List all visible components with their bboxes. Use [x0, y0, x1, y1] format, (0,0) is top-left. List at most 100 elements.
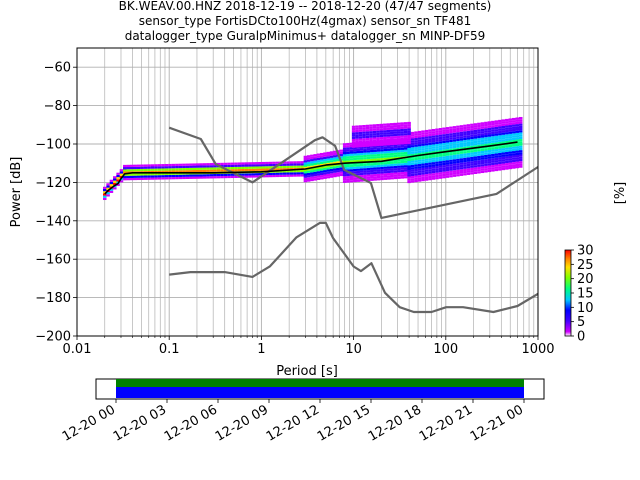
- density-cell: [339, 149, 344, 152]
- density-cell: [505, 138, 509, 141]
- density-cell: [103, 195, 107, 198]
- density-cell: [359, 146, 364, 149]
- density-cell: [376, 167, 381, 170]
- density-cell: [424, 136, 429, 139]
- density-cell: [459, 173, 464, 176]
- density-cell: [435, 148, 439, 151]
- density-cell: [365, 142, 370, 145]
- density-cell: [508, 164, 513, 167]
- density-cell: [435, 132, 439, 136]
- density-cell: [358, 131, 363, 135]
- density-cell: [346, 176, 350, 179]
- density-cell: [484, 157, 488, 160]
- density-cell: [487, 123, 492, 126]
- density-cell: [376, 137, 380, 140]
- density-cell: [498, 161, 502, 165]
- density-cell: [282, 163, 287, 166]
- density-cell: [396, 133, 401, 136]
- density-cell: [346, 158, 350, 161]
- density-cell: [356, 177, 360, 180]
- y-tick-label: −200: [35, 330, 71, 345]
- density-cell: [379, 137, 384, 140]
- density-cell: [512, 126, 516, 129]
- density-cell: [320, 166, 324, 169]
- density-cell: [372, 126, 377, 129]
- density-cell: [403, 154, 408, 157]
- density-cell: [424, 143, 429, 146]
- density-cell: [133, 166, 137, 170]
- density-cell: [428, 142, 432, 145]
- density-cell: [349, 160, 354, 163]
- density-cell: [466, 166, 471, 169]
- noise-model-lines: [104, 126, 538, 314]
- density-cell: [192, 165, 197, 168]
- density-cell: [515, 159, 520, 162]
- density-cell: [387, 170, 391, 174]
- density-cell: [185, 165, 190, 168]
- density-cell: [466, 135, 471, 138]
- density-cell: [449, 172, 453, 176]
- density-cell: [477, 149, 481, 152]
- density-cell: [168, 170, 172, 173]
- density-cell: [400, 128, 404, 132]
- density-cell: [438, 163, 443, 166]
- density-cell: [452, 148, 457, 151]
- density-cell: [466, 170, 471, 173]
- density-cell: [494, 166, 499, 169]
- density-cell: [362, 131, 366, 134]
- density-cell: [456, 132, 460, 135]
- density-cell: [470, 154, 474, 157]
- density-cell: [333, 163, 337, 167]
- density-cell: [515, 124, 520, 127]
- density-cell: [480, 162, 485, 165]
- density-cell: [147, 164, 151, 167]
- density-cell: [459, 127, 464, 130]
- density-cell: [445, 129, 450, 132]
- density-cell: [365, 140, 370, 143]
- density-cell: [442, 151, 446, 155]
- density-cell: [403, 141, 408, 145]
- density-cell: [435, 150, 439, 153]
- density-cell: [123, 178, 127, 181]
- density-cell: [342, 160, 347, 164]
- density-cell: [512, 137, 516, 141]
- density-cell: [463, 173, 467, 176]
- y-axis-label: Power [dB]: [9, 157, 24, 228]
- density-cell: [397, 150, 401, 153]
- density-cell: [491, 140, 495, 143]
- density-cell: [466, 133, 471, 136]
- density-cell: [470, 141, 474, 144]
- density-cell: [303, 173, 308, 176]
- density-cell: [346, 149, 350, 152]
- density-cell: [519, 154, 523, 157]
- density-cell: [410, 151, 415, 154]
- density-cell: [417, 137, 422, 140]
- colorbar-tick-label: 5: [577, 315, 585, 330]
- density-cell: [316, 168, 321, 172]
- density-cell: [154, 168, 158, 171]
- density-cell: [342, 174, 347, 177]
- density-cell: [393, 152, 398, 155]
- density-cell: [326, 165, 331, 168]
- density-cell: [293, 172, 297, 175]
- density-cell: [366, 154, 371, 157]
- density-cell: [349, 164, 354, 167]
- density-cell: [282, 170, 287, 173]
- density-cell: [268, 172, 273, 176]
- density-cell: [326, 154, 331, 157]
- density-cell: [195, 176, 200, 179]
- density-cell: [410, 169, 415, 172]
- density-cell: [123, 167, 127, 170]
- density-cell: [445, 144, 450, 147]
- density-cell: [390, 134, 394, 137]
- density-cell: [349, 175, 354, 179]
- density-cell: [400, 149, 405, 153]
- density-cell: [480, 128, 485, 132]
- density-cell: [484, 154, 488, 158]
- density-cell: [342, 171, 347, 175]
- density-cell: [428, 155, 432, 159]
- density-cell: [316, 166, 321, 169]
- density-cell: [515, 148, 520, 151]
- density-cell: [442, 167, 446, 170]
- density-cell: [508, 129, 513, 132]
